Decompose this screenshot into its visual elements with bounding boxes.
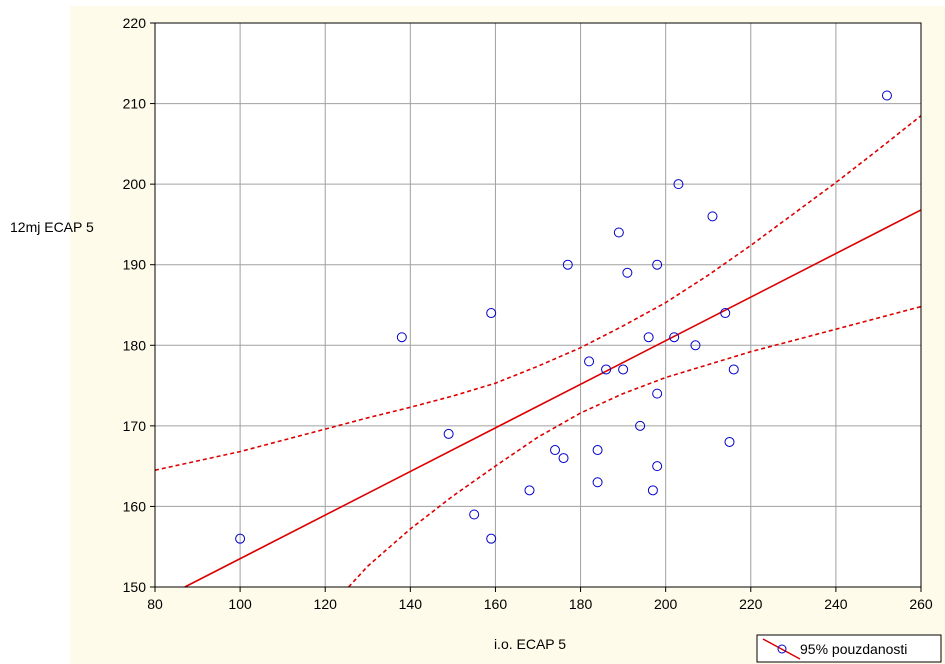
- x-tick-label: 260: [909, 596, 933, 612]
- data-point: [881, 90, 892, 101]
- data-point: [558, 453, 569, 464]
- x-tick-label: 200: [654, 596, 678, 612]
- x-tick-label: 140: [399, 596, 423, 612]
- y-axis-ticks: 150 160 170 180 190 200 210 220: [123, 15, 155, 595]
- legend-label: 95% pouzdanosti: [800, 641, 907, 657]
- data-point: [601, 364, 612, 375]
- data-point: [673, 179, 684, 190]
- data-point: [592, 477, 603, 488]
- data-points: [235, 90, 892, 544]
- y-axis-title: 12mj ECAP 5: [10, 219, 94, 235]
- data-point: [550, 445, 561, 456]
- data-point: [613, 227, 624, 238]
- regression-line-group: [184, 209, 922, 588]
- data-point: [724, 436, 735, 447]
- data-point: [652, 259, 663, 270]
- plot-frame: [154, 22, 922, 588]
- data-point: [584, 356, 595, 367]
- data-point: [486, 308, 497, 319]
- data-point: [643, 332, 654, 343]
- x-tick-label: 80: [147, 596, 163, 612]
- x-tick-label: 180: [569, 596, 593, 612]
- data-point: [707, 211, 718, 222]
- data-point: [635, 420, 646, 431]
- data-point: [235, 533, 246, 544]
- x-tick-label: 240: [824, 596, 848, 612]
- data-point: [524, 485, 535, 496]
- ci-lower-line: [348, 305, 922, 588]
- grid-lines: [155, 23, 921, 587]
- x-tick-label: 100: [228, 596, 252, 612]
- plot-area: [155, 23, 921, 587]
- data-point: [622, 267, 633, 278]
- regression-line: [184, 209, 922, 588]
- y-tick-label: 160: [123, 498, 147, 514]
- data-point: [618, 364, 629, 375]
- ci-upper-line: [154, 115, 922, 471]
- x-tick-label: 220: [739, 596, 763, 612]
- data-point: [690, 340, 701, 351]
- y-tick-label: 220: [123, 15, 147, 31]
- data-point: [486, 533, 497, 544]
- y-tick-label: 170: [123, 418, 147, 434]
- data-point: [562, 259, 573, 270]
- legend-line-symbol: [762, 638, 801, 660]
- y-tick-label: 150: [123, 579, 147, 595]
- x-tick-label: 160: [484, 596, 508, 612]
- y-tick-label: 190: [123, 257, 147, 273]
- y-tick-label: 210: [123, 96, 147, 112]
- y-tick-label: 180: [123, 337, 147, 353]
- data-point: [647, 485, 658, 496]
- legend: 95% pouzdanosti: [756, 634, 942, 663]
- data-point: [669, 332, 680, 343]
- data-point: [592, 445, 603, 456]
- data-point: [443, 428, 454, 439]
- x-axis-title: i.o. ECAP 5: [494, 636, 566, 652]
- data-point: [396, 332, 407, 343]
- confidence-bands: [154, 115, 922, 588]
- data-point: [652, 461, 663, 472]
- data-point: [720, 308, 731, 319]
- data-point: [652, 388, 663, 399]
- y-tick-label: 200: [123, 176, 147, 192]
- legend-box: [756, 634, 942, 663]
- data-point: [469, 509, 480, 520]
- data-point: [728, 364, 739, 375]
- x-tick-label: 120: [314, 596, 338, 612]
- x-axis-ticks: 80 100 120 140 160 180 200 220 240 260: [147, 587, 933, 612]
- legend-point-symbol: [777, 644, 787, 654]
